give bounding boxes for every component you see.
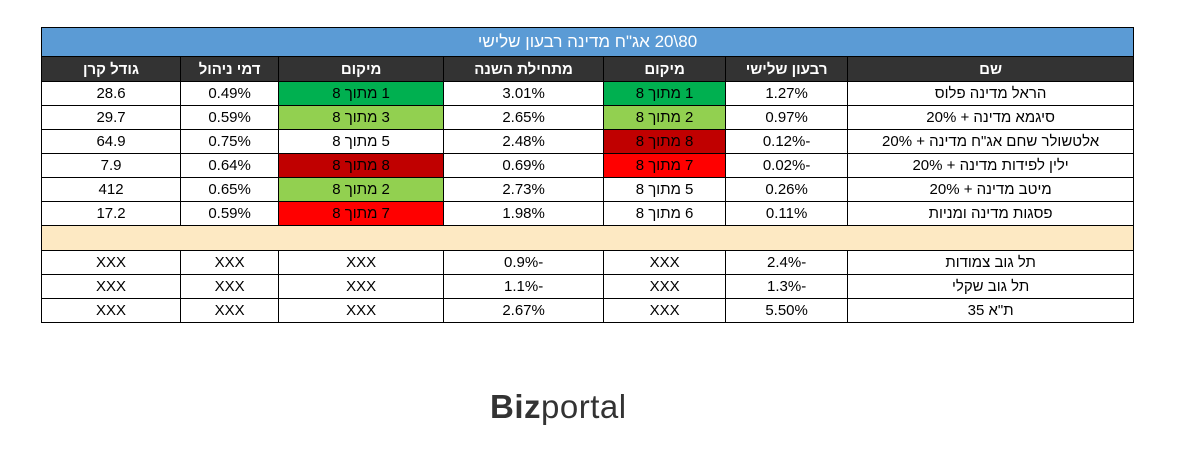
fund-size-cell: 28.6 — [40, 81, 182, 106]
ytd-rank-cell: XXX — [278, 298, 445, 323]
header-management-fee: דמי ניהול — [180, 56, 280, 82]
ytd-return-cell: 3.01% — [443, 81, 605, 106]
ytd-return-cell: -1.1% — [443, 274, 605, 299]
fund-name-cell: מיטב מדינה + 20% — [847, 177, 1135, 202]
header-ytd-rank: מיקום — [278, 56, 445, 82]
ytd-return-cell: 2.65% — [443, 105, 605, 130]
q3-return-cell: 0.26% — [725, 177, 849, 202]
q3-return-cell: 0.97% — [725, 105, 849, 130]
q3-return-cell: -1.3% — [725, 274, 849, 299]
ytd-rank-cell: 2 מתוך 8 — [278, 177, 445, 202]
q3-return-cell: 1.27% — [725, 81, 849, 106]
q3-rank-cell: 2 מתוך 8 — [603, 105, 727, 130]
fund-name-cell: ת"א 35 — [847, 298, 1135, 323]
table-row: ילין לפידות מדינה + 20% -0.02% 7 מתוך 8 0.6… — [40, 153, 1135, 178]
table-row: מיטב מדינה + 20% 0.26% 5 מתוך 8 2.73% 2 מתוך… — [40, 177, 1135, 202]
table-row: ת"א 35 5.50% XXX 2.67% XXX XXX XXX — [40, 298, 1135, 323]
ytd-rank-cell: 7 מתוך 8 — [278, 201, 445, 226]
header-name: שם — [847, 56, 1135, 82]
bizportal-logo: Bizportal — [490, 390, 627, 424]
ytd-rank-cell: XXX — [278, 274, 445, 299]
spacer-row — [40, 225, 1135, 251]
header-row: שם רבעון שלישי מיקום מתחילת השנה מיקום ד… — [40, 56, 1135, 82]
table-row: הראל מדינה פלוס 1.27% 1 מתוך 8 3.01% 1 מתוך … — [40, 81, 1135, 106]
q3-rank-cell: 5 מתוך 8 — [603, 177, 727, 202]
header-ytd-return: מתחילת השנה — [443, 56, 605, 82]
q3-rank-cell: XXX — [603, 298, 727, 323]
fund-size-cell: 7.9 — [40, 153, 182, 178]
q3-rank-cell: XXX — [603, 274, 727, 299]
management-fee-cell: 0.59% — [180, 105, 280, 130]
management-fee-cell: XXX — [180, 250, 280, 275]
ytd-rank-cell: 1 מתוך 8 — [278, 81, 445, 106]
fund-name-cell: הראל מדינה פלוס — [847, 81, 1135, 106]
logo-bold-part: Biz — [490, 388, 541, 425]
table-title-row: 80\20 אג"ח מדינה רבעון שלישי — [40, 27, 1135, 57]
fund-name-cell: תל גוב צמודות — [847, 250, 1135, 275]
q3-return-cell: 0.11% — [725, 201, 849, 226]
q3-rank-cell: 8 מתוך 8 — [603, 129, 727, 154]
q3-return-cell: -2.4% — [725, 250, 849, 275]
fund-size-cell: XXX — [40, 274, 182, 299]
management-fee-cell: XXX — [180, 298, 280, 323]
management-fee-cell: 0.75% — [180, 129, 280, 154]
q3-rank-cell: XXX — [603, 250, 727, 275]
ytd-rank-cell: XXX — [278, 250, 445, 275]
management-fee-cell: 0.59% — [180, 201, 280, 226]
ytd-return-cell: -0.9% — [443, 250, 605, 275]
header-q3-rank: מיקום — [603, 56, 727, 82]
fund-size-cell: XXX — [40, 298, 182, 323]
q3-return-cell: -0.02% — [725, 153, 849, 178]
fund-name-cell: ילין לפידות מדינה + 20% — [847, 153, 1135, 178]
q3-return-cell: -0.12% — [725, 129, 849, 154]
table-row: אלטשולר שחם אג"ח מדינה + 20% -0.12% 8 מתוך… — [40, 129, 1135, 154]
management-fee-cell: 0.49% — [180, 81, 280, 106]
ytd-rank-cell: 5 מתוך 8 — [278, 129, 445, 154]
q3-rank-cell: 7 מתוך 8 — [603, 153, 727, 178]
management-fee-cell: XXX — [180, 274, 280, 299]
index-rows: תל גוב צמודות -2.4% XXX -0.9% XXX XXX XXX תל גו… — [40, 250, 1135, 323]
ytd-return-cell: 0.69% — [443, 153, 605, 178]
funds-comparison-table: 80\20 אג"ח מדינה רבעון שלישי שם רבעון של… — [40, 27, 1135, 323]
management-fee-cell: 0.64% — [180, 153, 280, 178]
q3-rank-cell: 1 מתוך 8 — [603, 81, 727, 106]
header-q3-return: רבעון שלישי — [725, 56, 849, 82]
fund-size-cell: 17.2 — [40, 201, 182, 226]
header-fund-size: גודל קרן — [40, 56, 182, 82]
q3-return-cell: 5.50% — [725, 298, 849, 323]
spacer-cell — [40, 225, 1135, 251]
ytd-return-cell: 1.98% — [443, 201, 605, 226]
fund-size-cell: 29.7 — [40, 105, 182, 130]
management-fee-cell: 0.65% — [180, 177, 280, 202]
ytd-rank-cell: 8 מתוך 8 — [278, 153, 445, 178]
fund-rows: הראל מדינה פלוס 1.27% 1 מתוך 8 3.01% 1 מתוך … — [40, 81, 1135, 226]
logo-regular-part: portal — [541, 388, 627, 425]
fund-size-cell: XXX — [40, 250, 182, 275]
fund-name-cell: סיגמא מדינה + 20% — [847, 105, 1135, 130]
ytd-return-cell: 2.67% — [443, 298, 605, 323]
fund-name-cell: אלטשולר שחם אג"ח מדינה + 20% — [847, 129, 1135, 154]
fund-size-cell: 412 — [40, 177, 182, 202]
table-row: תל גוב שקלי -1.3% XXX -1.1% XXX XXX XXX — [40, 274, 1135, 299]
ytd-return-cell: 2.73% — [443, 177, 605, 202]
ytd-return-cell: 2.48% — [443, 129, 605, 154]
table-title: 80\20 אג"ח מדינה רבעון שלישי — [40, 27, 1135, 57]
table-row: תל גוב צמודות -2.4% XXX -0.9% XXX XXX XXX — [40, 250, 1135, 275]
table-row: פסגות מדינה ומניות 0.11% 6 מתוך 8 1.98% 7 מת… — [40, 201, 1135, 226]
ytd-rank-cell: 3 מתוך 8 — [278, 105, 445, 130]
fund-size-cell: 64.9 — [40, 129, 182, 154]
fund-name-cell: תל גוב שקלי — [847, 274, 1135, 299]
q3-rank-cell: 6 מתוך 8 — [603, 201, 727, 226]
table-row: סיגמא מדינה + 20% 0.97% 2 מתוך 8 2.65% 3 מתו… — [40, 105, 1135, 130]
fund-name-cell: פסגות מדינה ומניות — [847, 201, 1135, 226]
